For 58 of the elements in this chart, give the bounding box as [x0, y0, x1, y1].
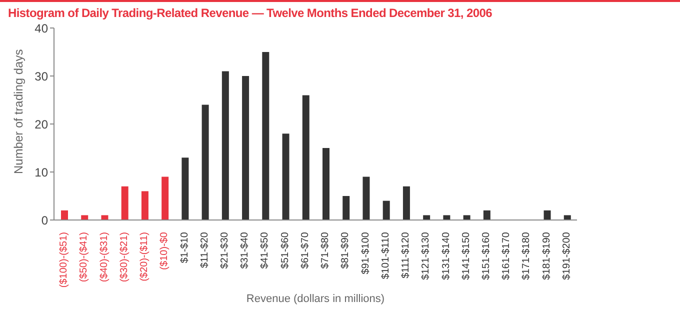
- x-tick-label: $71-$80: [320, 232, 332, 269]
- x-tick-label: ($10)-$0: [159, 232, 170, 270]
- y-tick-label: 0: [41, 213, 48, 228]
- y-axis-title: Number of trading days: [11, 49, 26, 174]
- bar: [362, 176, 370, 220]
- bar: [162, 176, 169, 220]
- bar: [121, 186, 128, 220]
- y-tick-label: 10: [34, 165, 48, 180]
- x-tick-label: $41-$50: [260, 232, 271, 269]
- bar: [463, 215, 470, 220]
- x-tick-label: $141-$150: [460, 232, 472, 280]
- bar: [423, 215, 430, 220]
- bar: [101, 215, 108, 220]
- bar: [282, 134, 290, 220]
- x-tick-label: $171-$180: [521, 232, 532, 280]
- x-axis-title: Revenue (dollars in millions): [246, 293, 385, 305]
- x-tick-label: ($30)-($21): [118, 232, 130, 282]
- x-tick-label: $91-$100: [360, 232, 372, 274]
- x-tick-label: $21-$30: [219, 232, 230, 269]
- x-tick-label: $121-$130: [420, 232, 432, 280]
- y-tick-label: 40: [34, 21, 48, 36]
- y-tick-label: 20: [34, 117, 48, 132]
- chart-title: Histogram of Daily Trading-Related Revenue — Twelve Months Ended December 31, 2006: [8, 6, 493, 20]
- x-tick-label: ($20)-($11): [139, 232, 150, 282]
- bar: [544, 210, 551, 220]
- x-tick-label: ($40)-($31): [98, 232, 110, 282]
- bar: [382, 200, 390, 220]
- bar: [182, 158, 189, 220]
- x-tick-label: ($50)-($41): [78, 232, 90, 282]
- bar: [141, 191, 148, 220]
- bar: [322, 148, 330, 220]
- y-tick-label: 30: [34, 69, 48, 84]
- bar: [302, 95, 310, 220]
- bar: [202, 104, 209, 220]
- bar: [61, 210, 68, 220]
- x-tick-label: $191-$200: [561, 232, 572, 280]
- x-tick-label: $161-$170: [501, 232, 512, 280]
- bar: [222, 71, 229, 220]
- x-tick-label: $1-$10: [179, 232, 190, 264]
- bar: [342, 196, 350, 220]
- x-tick-label: $31-$40: [240, 232, 251, 269]
- x-tick-label: $11-$20: [199, 232, 210, 268]
- x-tick-label: $51-$60: [280, 232, 291, 269]
- x-tick-label: $61-$70: [300, 232, 311, 269]
- bar: [242, 76, 250, 220]
- x-tick-label: ($100)-($51): [58, 232, 70, 288]
- x-tick-label: $181-$190: [541, 232, 552, 280]
- x-tick-label: $101-$110: [380, 232, 392, 280]
- bar: [262, 52, 270, 220]
- bar: [402, 186, 410, 220]
- bar: [81, 215, 88, 220]
- bar: [564, 215, 571, 220]
- x-tick-label: $151-$160: [480, 232, 492, 280]
- x-tick-label: $81-$90: [340, 232, 352, 269]
- x-tick-label: $131-$140: [440, 232, 452, 280]
- bar: [483, 210, 490, 220]
- bar: [443, 215, 450, 220]
- x-tick-label: $111-$120: [400, 232, 412, 278]
